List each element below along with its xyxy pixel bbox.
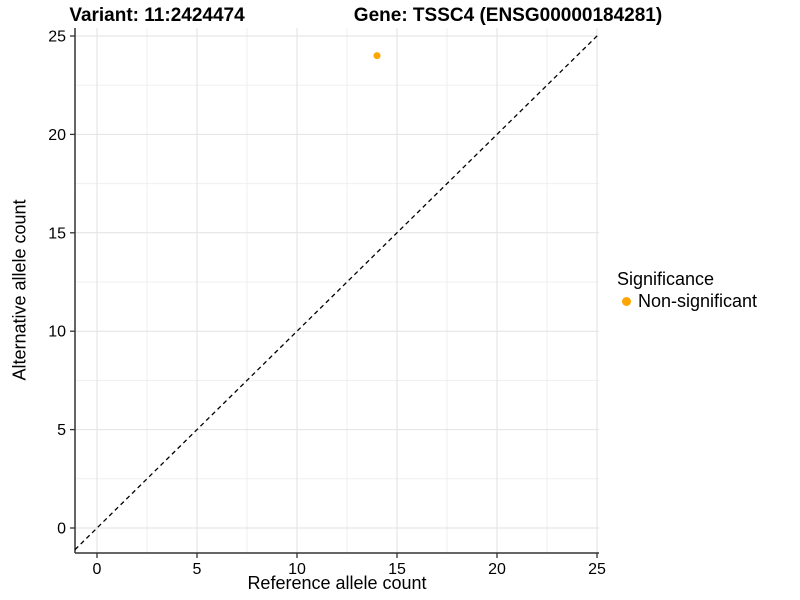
variant-title: Variant: 11:2424474 <box>69 5 245 26</box>
x-tick-label: 10 <box>288 561 306 578</box>
x-tick-label: 20 <box>488 561 506 578</box>
y-tick-label: 15 <box>48 225 66 242</box>
legend-title: Significance <box>617 269 715 289</box>
gene-title: Gene: TSSC4 (ENSG00000184281) <box>353 5 663 26</box>
x-axis-label: Reference allele count <box>247 573 427 593</box>
legend-item: Non-significant <box>617 290 757 312</box>
y-tick-label: 25 <box>48 29 66 46</box>
y-tick-label: 0 <box>57 521 66 538</box>
legend: Significance Non-significant <box>617 268 757 312</box>
y-tick-label: 10 <box>48 324 66 341</box>
y-axis-label: Alternative allele count <box>9 199 30 381</box>
x-tick-label: 0 <box>93 561 102 578</box>
identity-reference-line <box>74 33 600 551</box>
legend-point-icon <box>622 296 631 306</box>
x-tick-label: 5 <box>193 561 202 578</box>
data-point <box>373 52 381 60</box>
y-tick-label: 20 <box>48 127 66 144</box>
legend-item-label: Non-significant <box>638 291 758 311</box>
y-tick-label: 5 <box>57 422 66 439</box>
x-tick-label: 15 <box>388 561 406 578</box>
x-tick-label: 25 <box>588 561 606 578</box>
